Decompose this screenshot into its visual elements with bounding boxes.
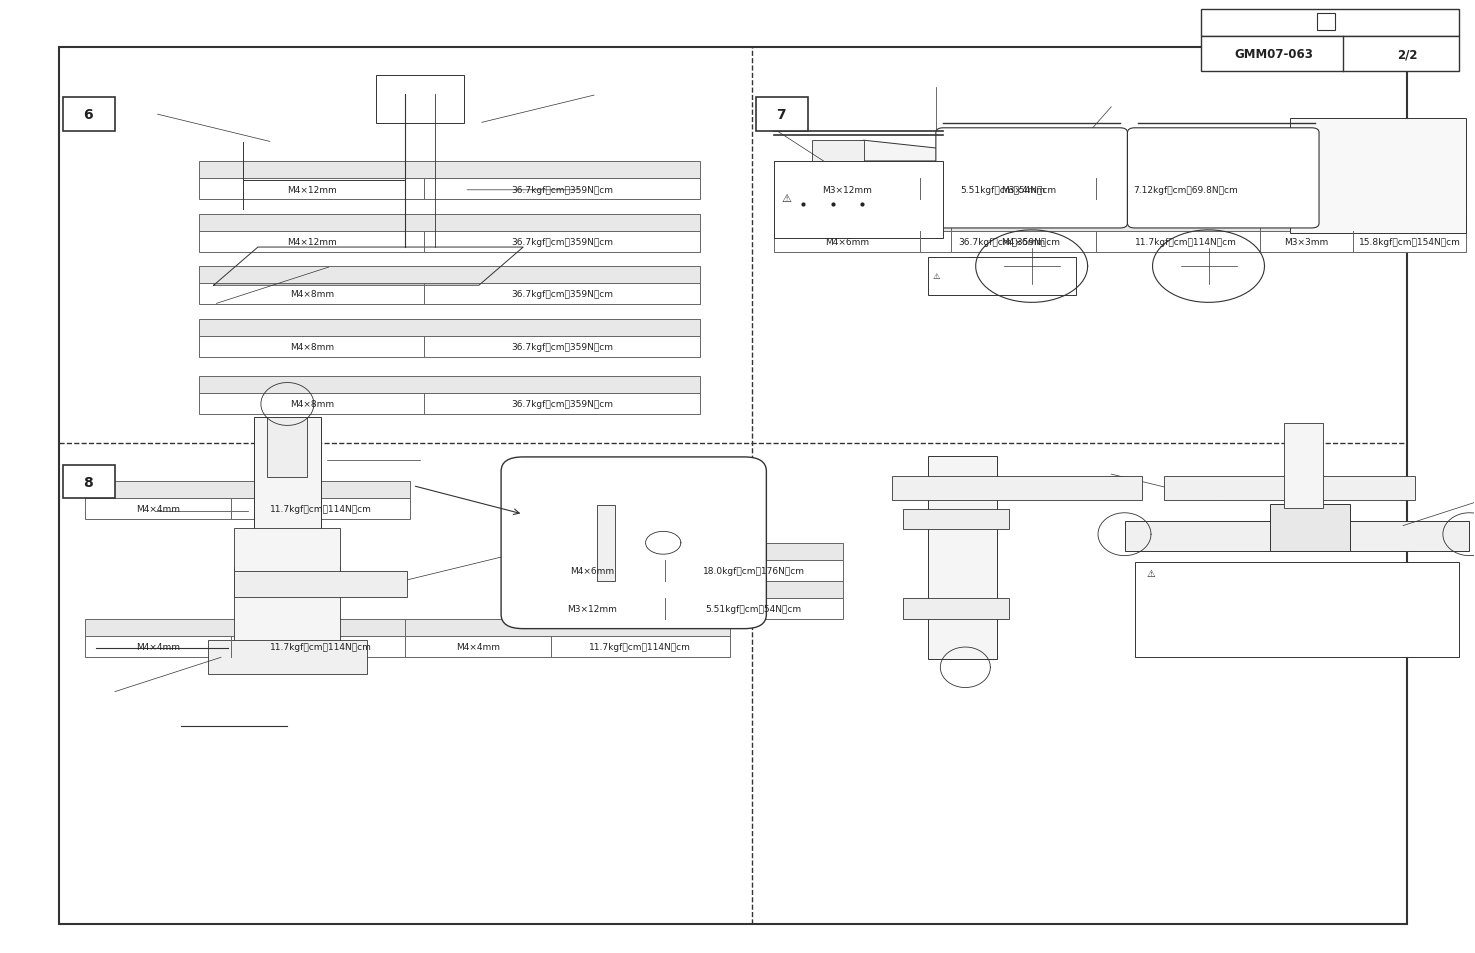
Text: GMM07-063: GMM07-063 (1235, 49, 1313, 61)
Text: M4×6mm: M4×6mm (825, 237, 869, 247)
Text: M4×12mm: M4×12mm (286, 185, 336, 194)
Bar (406, 637, 730, 658)
Bar (597, 505, 615, 581)
Bar (774, 162, 943, 238)
Text: ⚠: ⚠ (782, 194, 791, 204)
Text: 15.8kgf・cm／154N・cm: 15.8kgf・cm／154N・cm (1358, 237, 1460, 247)
Text: 7: 7 (776, 109, 786, 122)
Bar (199, 162, 701, 179)
Bar (1164, 476, 1415, 500)
Bar (1289, 119, 1466, 233)
Bar (1260, 232, 1466, 253)
Bar (235, 568, 341, 589)
Bar (519, 560, 844, 581)
Text: 5.51kgf・cm／54N・cm: 5.51kgf・cm／54N・cm (960, 185, 1058, 194)
Bar (376, 76, 465, 124)
Text: 36.7kgf・cm／359N・cm: 36.7kgf・cm／359N・cm (512, 399, 614, 409)
Bar (199, 376, 701, 394)
Text: 36.7kgf・cm／359N・cm: 36.7kgf・cm／359N・cm (512, 290, 614, 299)
Bar (86, 498, 410, 519)
Bar (950, 179, 1274, 200)
Bar (774, 179, 1097, 200)
Bar (519, 543, 844, 560)
Bar (1270, 505, 1350, 552)
Bar (254, 417, 320, 572)
Text: M3×3mm: M3×3mm (1285, 237, 1329, 247)
Bar (1134, 562, 1459, 658)
Bar (950, 214, 1274, 232)
Bar (519, 598, 844, 619)
Text: 2/2: 2/2 (1397, 49, 1417, 61)
Bar (950, 232, 1274, 253)
Bar (903, 510, 1009, 530)
Bar (86, 619, 410, 637)
Bar (519, 581, 844, 598)
Bar (199, 319, 701, 336)
Text: 11.7kgf・cm／114N・cm: 11.7kgf・cm／114N・cm (590, 642, 692, 652)
Text: 11.7kgf・cm／114N・cm: 11.7kgf・cm／114N・cm (270, 504, 372, 514)
Text: 36.7kgf・cm／359N・cm: 36.7kgf・cm／359N・cm (512, 342, 614, 352)
Bar (1124, 522, 1469, 552)
Bar (199, 284, 701, 305)
Text: 36.7kgf・cm／359N・cm: 36.7kgf・cm／359N・cm (512, 185, 614, 194)
Bar (1201, 37, 1459, 71)
Text: M4×6mm: M4×6mm (1002, 237, 1046, 247)
Bar (267, 417, 307, 477)
Bar (928, 257, 1075, 295)
FancyBboxPatch shape (935, 129, 1127, 229)
Text: M4×4mm: M4×4mm (456, 642, 500, 652)
Text: M4×8mm: M4×8mm (289, 399, 333, 409)
Text: 36.7kgf・cm／359N・cm: 36.7kgf・cm／359N・cm (957, 237, 1061, 247)
Text: 5.51kgf・cm／54N・cm: 5.51kgf・cm／54N・cm (705, 604, 802, 614)
Bar (199, 179, 701, 200)
FancyBboxPatch shape (1127, 129, 1319, 229)
FancyBboxPatch shape (502, 457, 767, 629)
Bar (86, 637, 410, 658)
Bar (892, 476, 1142, 500)
Text: M4×8mm: M4×8mm (289, 342, 333, 352)
Bar (199, 214, 701, 232)
Bar (950, 162, 1274, 179)
Text: M4×12mm: M4×12mm (286, 237, 336, 247)
Bar (199, 267, 701, 284)
Bar (774, 214, 1097, 232)
Text: M3×12mm: M3×12mm (566, 604, 617, 614)
Bar (903, 598, 1009, 619)
Bar (235, 529, 341, 649)
Text: ⚠: ⚠ (932, 272, 941, 280)
Text: M3×4mm: M3×4mm (1002, 185, 1046, 194)
Text: M4×4mm: M4×4mm (136, 504, 180, 514)
Bar (199, 232, 701, 253)
Bar (63, 98, 115, 132)
Bar (235, 572, 407, 598)
Bar (774, 162, 1097, 179)
Text: 6: 6 (84, 109, 93, 122)
Bar (406, 619, 730, 637)
Text: M4×4mm: M4×4mm (136, 642, 180, 652)
Text: M4×6mm: M4×6mm (569, 566, 614, 576)
Bar (1283, 423, 1323, 509)
Bar (63, 465, 115, 498)
Text: 18.0kgf・cm／176N・cm: 18.0kgf・cm／176N・cm (704, 566, 805, 576)
Text: 36.7kgf・cm／359N・cm: 36.7kgf・cm／359N・cm (512, 237, 614, 247)
Bar (774, 232, 1097, 253)
Text: M3×12mm: M3×12mm (822, 185, 872, 194)
Bar (1317, 14, 1335, 31)
Polygon shape (823, 141, 1111, 198)
Bar (757, 98, 808, 132)
Bar (86, 481, 410, 498)
Bar (199, 336, 701, 357)
Bar (928, 457, 997, 659)
Text: 11.7kgf・cm／114N・cm: 11.7kgf・cm／114N・cm (1134, 237, 1236, 247)
Text: M4×8mm: M4×8mm (289, 290, 333, 299)
Text: ⚠: ⚠ (1146, 569, 1155, 578)
Bar (199, 394, 701, 415)
Text: 11.7kgf・cm／114N・cm: 11.7kgf・cm／114N・cm (270, 642, 372, 652)
Text: 8: 8 (84, 476, 93, 489)
Text: 7.12kgf・cm／69.8N・cm: 7.12kgf・cm／69.8N・cm (1133, 185, 1238, 194)
Bar (1201, 10, 1459, 37)
Bar (1260, 214, 1466, 232)
Bar (813, 141, 864, 201)
Bar (208, 640, 367, 675)
